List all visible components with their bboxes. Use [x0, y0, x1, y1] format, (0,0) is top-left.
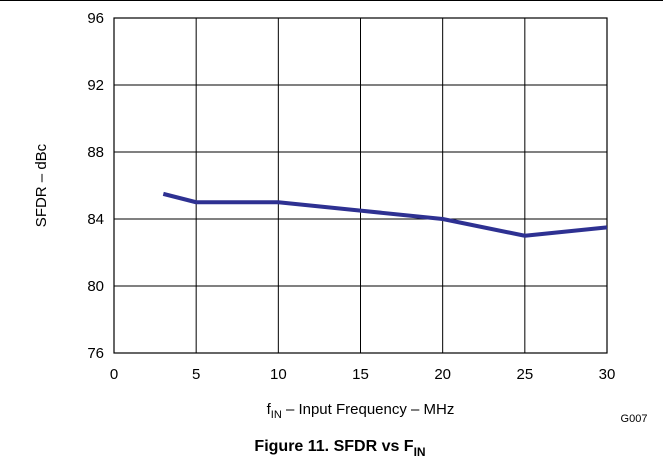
figure-caption: Figure 11. SFDR vs FIN — [254, 438, 425, 459]
x-tick-label: 30 — [599, 366, 616, 383]
figure-code-label: G007 — [621, 413, 648, 425]
x-tick-labels: 0 5 10 15 20 25 30 — [110, 366, 616, 383]
y-tick-labels: 76 80 84 88 92 96 — [87, 10, 104, 362]
y-tick-label: 76 — [87, 345, 104, 362]
plot-frame — [113, 17, 608, 354]
series-line — [162, 191, 608, 238]
series-layer — [162, 191, 608, 238]
top-rule — [0, 0, 663, 1]
x-tick-label: 15 — [352, 366, 369, 383]
x-tick-label: 20 — [434, 366, 451, 383]
y-tick-label: 96 — [87, 10, 104, 27]
y-tick-label: 84 — [87, 211, 104, 228]
x-tick-label: 25 — [516, 366, 533, 383]
y-tick-label: 92 — [87, 77, 104, 94]
grid-lines — [114, 18, 607, 353]
x-tick-label: 10 — [270, 366, 287, 383]
x-tick-label: 5 — [192, 366, 200, 383]
y-tick-label: 88 — [87, 144, 104, 161]
y-axis-label: SFDR – dBc — [33, 143, 50, 227]
x-axis-label: fIN – Input Frequency – MHz — [267, 401, 455, 421]
y-tick-label: 80 — [87, 278, 104, 295]
x-tick-label: 0 — [110, 366, 118, 383]
